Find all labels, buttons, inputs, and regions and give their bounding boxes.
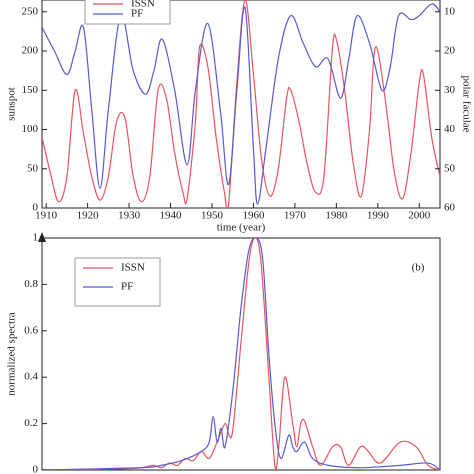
y2-tick-label: 20 xyxy=(444,45,456,57)
y-tick-label: 250 xyxy=(22,5,39,17)
series-line xyxy=(42,3,440,205)
x-tick-label: 1980 xyxy=(325,210,348,222)
x-tick-label: 1990 xyxy=(367,210,390,222)
y2-tick-label: 50 xyxy=(444,162,456,174)
y-tick-label: 150 xyxy=(22,84,39,96)
y-tick-label: 0.4 xyxy=(24,371,38,383)
x-axis-label: time (year) xyxy=(217,222,266,234)
legend-label: PF xyxy=(121,281,133,293)
y-axis-label: normalized spectra xyxy=(6,312,18,395)
y-tick-label: 50 xyxy=(27,162,39,174)
y2-tick-label: 10 xyxy=(444,5,456,17)
y-tick-label: 1 xyxy=(33,232,39,244)
y-tick-label: 200 xyxy=(22,45,39,57)
axis-arrow xyxy=(38,232,46,242)
y-tick-label: 0 xyxy=(33,464,39,474)
legend-label: ISSN xyxy=(121,262,145,274)
x-tick-label: 1970 xyxy=(284,210,307,222)
x-tick-label: 1930 xyxy=(118,210,141,222)
x-tick-label: 2000 xyxy=(408,210,431,222)
series-line xyxy=(42,238,440,470)
y-tick-label: 0.2 xyxy=(24,417,38,429)
y-tick-label: 0.6 xyxy=(24,324,38,336)
panel-label: (b) xyxy=(412,262,425,274)
y-axis-label: sunspot xyxy=(6,87,18,121)
y-tick-label: 0.8 xyxy=(24,278,38,290)
x-tick-label: 1910 xyxy=(35,210,58,222)
y-tick-label: 100 xyxy=(22,123,39,135)
y-tick-label: 0 xyxy=(33,202,39,214)
plot-frame xyxy=(41,237,441,471)
legend-label: ISSN xyxy=(131,0,155,10)
x-tick-label: 1920 xyxy=(77,210,100,222)
plot-frame xyxy=(41,0,441,209)
y2-axis-label: polar faculae xyxy=(460,75,472,132)
legend-label: PF xyxy=(131,8,143,20)
x-tick-label: 1960 xyxy=(242,210,265,222)
y2-tick-label: 60 xyxy=(444,202,456,214)
legend-box xyxy=(74,257,161,307)
x-tick-label: 1940 xyxy=(160,210,183,222)
series-line xyxy=(42,238,440,470)
x-tick-label: 1950 xyxy=(201,210,224,222)
y2-tick-label: 40 xyxy=(444,123,456,135)
y2-tick-label: 30 xyxy=(444,84,456,96)
